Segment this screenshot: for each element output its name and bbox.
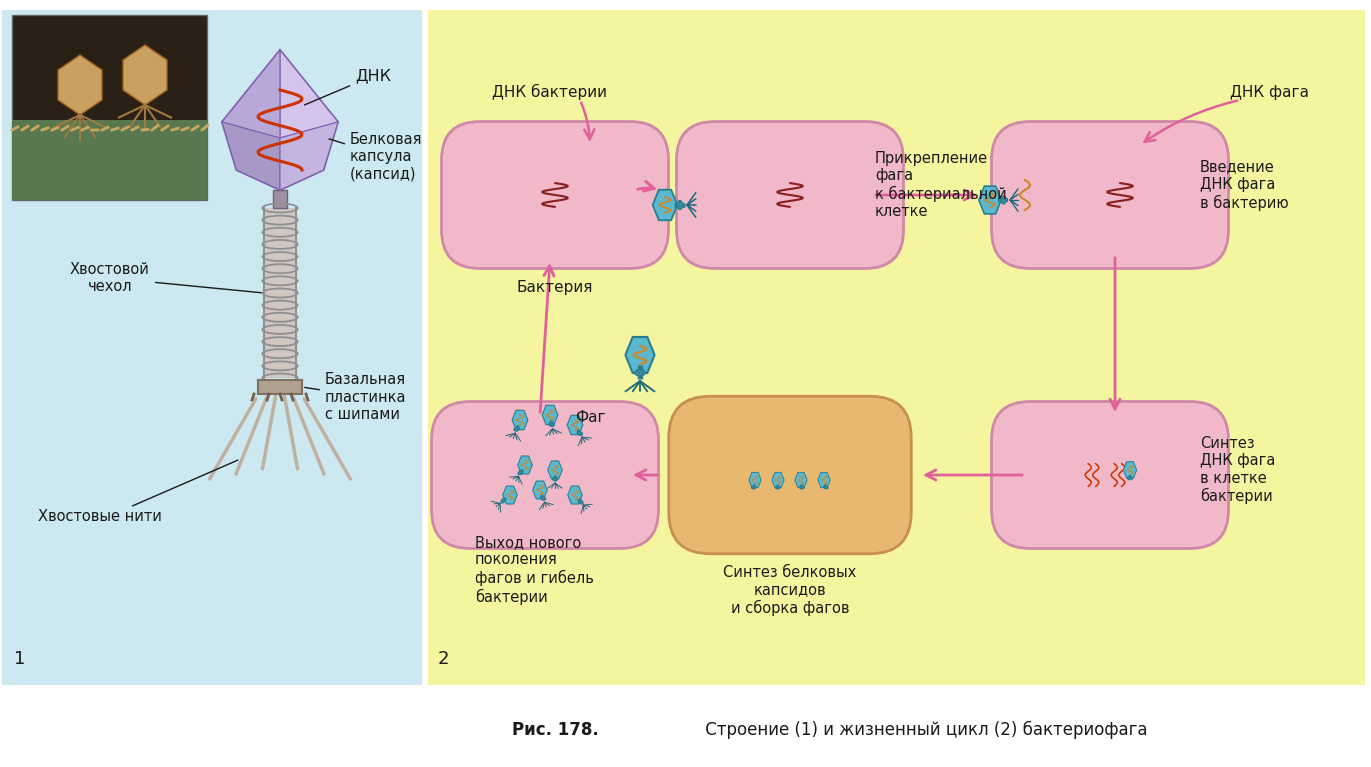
Text: Введение
ДНК фага
в бактерию: Введение ДНК фага в бактерию	[1200, 160, 1289, 211]
Text: Выход нового
поколения
фагов и гибель
бактерии: Выход нового поколения фагов и гибель ба…	[474, 535, 594, 605]
Polygon shape	[1, 10, 422, 685]
Text: Прикрепление
фага
к бактериальной
клетке: Прикрепление фага к бактериальной клетке	[875, 150, 1006, 219]
Ellipse shape	[502, 499, 506, 503]
Ellipse shape	[577, 431, 583, 436]
Text: Синтез
ДНК фага
в клетке
бактерии: Синтез ДНК фага в клетке бактерии	[1200, 436, 1275, 504]
Ellipse shape	[553, 477, 558, 480]
Text: ДНК бактерии: ДНК бактерии	[492, 84, 607, 100]
FancyBboxPatch shape	[12, 15, 207, 200]
Polygon shape	[518, 456, 532, 474]
Polygon shape	[568, 415, 583, 435]
Polygon shape	[749, 472, 761, 488]
Polygon shape	[513, 410, 528, 430]
FancyBboxPatch shape	[991, 121, 1228, 268]
Text: Рис. 178.: Рис. 178.	[511, 721, 598, 739]
FancyBboxPatch shape	[991, 401, 1228, 548]
Polygon shape	[280, 50, 339, 138]
Text: ДНК: ДНК	[304, 68, 391, 105]
Ellipse shape	[635, 370, 646, 376]
Polygon shape	[12, 130, 207, 200]
Text: Синтез белковых
капсидов
и сборка фагов: Синтез белковых капсидов и сборка фагов	[724, 565, 857, 616]
Polygon shape	[222, 50, 339, 190]
Polygon shape	[653, 189, 677, 220]
Ellipse shape	[824, 486, 828, 489]
Polygon shape	[222, 50, 280, 138]
Polygon shape	[503, 486, 517, 504]
Ellipse shape	[518, 471, 522, 475]
Ellipse shape	[677, 201, 683, 209]
Ellipse shape	[1127, 476, 1132, 479]
Ellipse shape	[776, 486, 780, 489]
Ellipse shape	[1001, 196, 1006, 204]
Polygon shape	[795, 472, 808, 488]
Text: Базальная
пластинка
с шипами: Базальная пластинка с шипами	[304, 372, 406, 422]
Bar	[258, 380, 302, 394]
Polygon shape	[818, 472, 831, 488]
Ellipse shape	[799, 486, 803, 489]
FancyBboxPatch shape	[432, 401, 658, 548]
Polygon shape	[1123, 462, 1137, 479]
Polygon shape	[222, 122, 280, 190]
Polygon shape	[625, 337, 654, 373]
Polygon shape	[280, 122, 339, 190]
FancyBboxPatch shape	[676, 121, 903, 268]
Text: 1: 1	[14, 650, 26, 668]
Ellipse shape	[579, 499, 583, 504]
Ellipse shape	[548, 423, 554, 426]
Text: ДНК фага: ДНК фага	[1230, 85, 1309, 100]
Text: Белковая
капсула
(капсид): Белковая капсула (капсид)	[329, 132, 422, 182]
Polygon shape	[123, 45, 167, 105]
FancyBboxPatch shape	[669, 397, 912, 554]
Text: Хвостовые нити: Хвостовые нити	[38, 509, 162, 524]
Polygon shape	[533, 481, 547, 499]
FancyBboxPatch shape	[441, 121, 669, 268]
Polygon shape	[772, 472, 784, 488]
Text: Хвостовой
чехол: Хвостовой чехол	[70, 262, 262, 295]
Polygon shape	[548, 461, 562, 479]
Polygon shape	[568, 486, 583, 504]
Polygon shape	[58, 55, 101, 115]
Text: Бактерия: Бактерия	[517, 280, 594, 295]
Ellipse shape	[751, 486, 755, 489]
Polygon shape	[428, 10, 1366, 685]
Ellipse shape	[540, 496, 546, 500]
Text: 2: 2	[437, 650, 450, 668]
Text: Фаг: Фаг	[574, 410, 606, 425]
Bar	[265, 208, 296, 378]
Polygon shape	[12, 120, 207, 200]
Text: Строение (1) и жизненный цикл (2) бактериофага: Строение (1) и жизненный цикл (2) бактер…	[701, 721, 1148, 739]
Polygon shape	[979, 186, 1001, 214]
FancyBboxPatch shape	[273, 190, 287, 208]
Polygon shape	[542, 405, 558, 425]
Ellipse shape	[514, 427, 520, 431]
